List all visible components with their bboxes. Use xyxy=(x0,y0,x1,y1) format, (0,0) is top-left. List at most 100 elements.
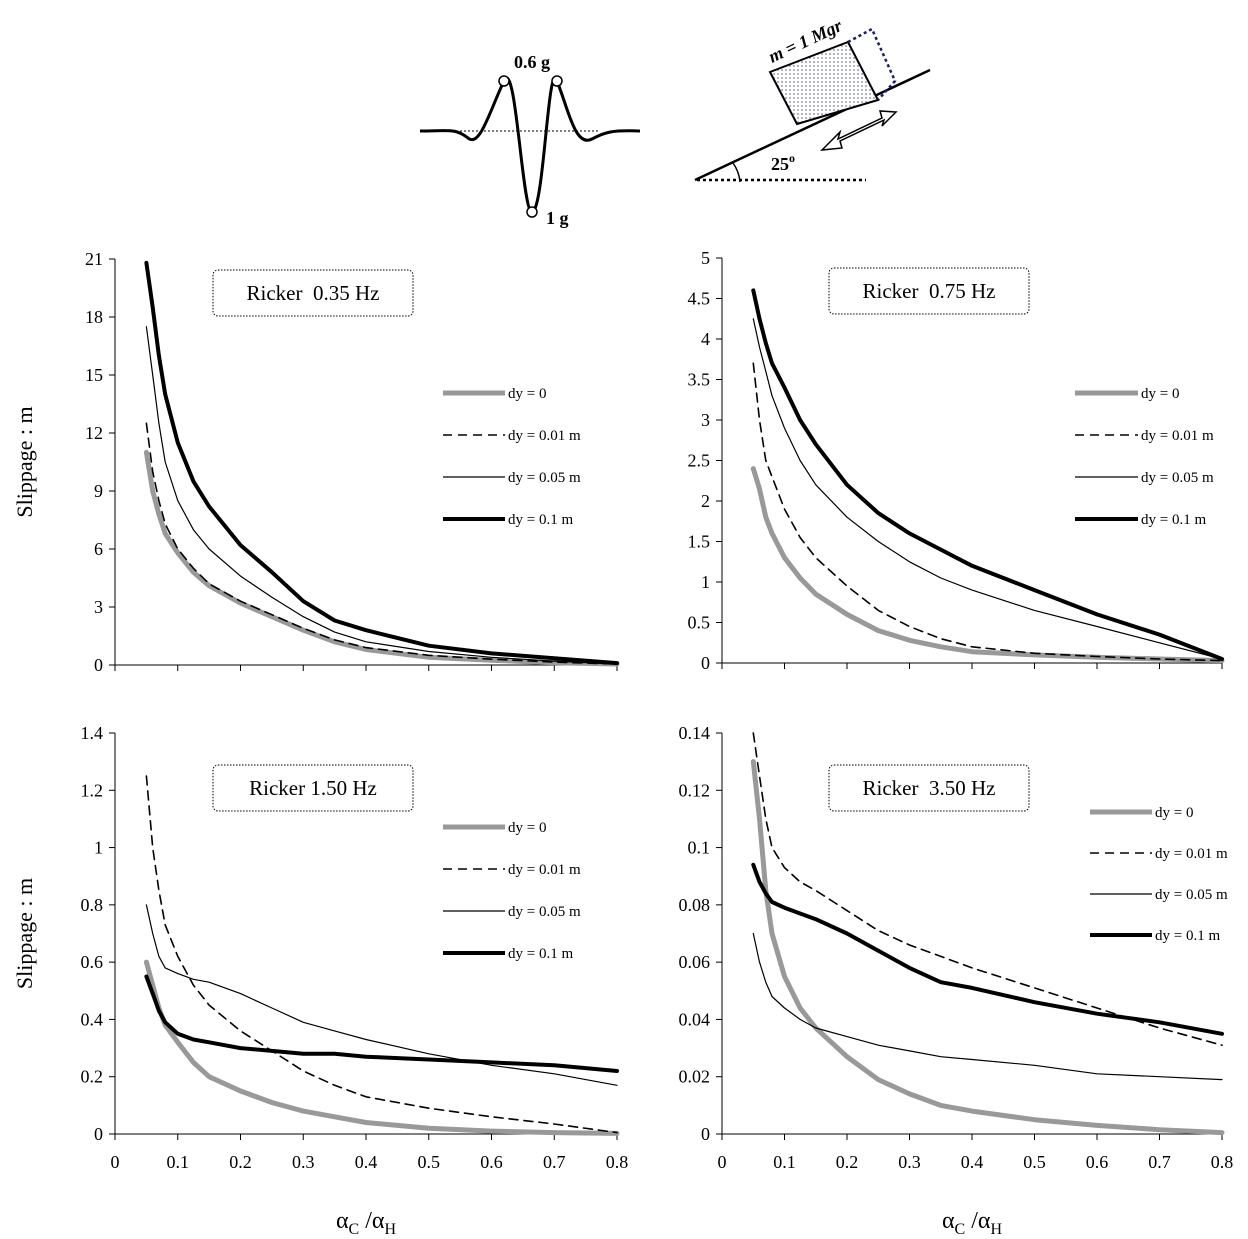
y-tick-label: 3 xyxy=(94,597,103,617)
legend-label: dy = 0.05 m xyxy=(508,470,581,486)
y-tick-label: 0 xyxy=(94,655,103,675)
x-axis-label-subscript: H xyxy=(384,1221,396,1238)
x-tick-label: 0.6 xyxy=(480,1152,503,1172)
x-axis-label-part: α xyxy=(942,1208,955,1234)
x-tick-label: 0.6 xyxy=(1086,1152,1109,1172)
x-tick-label: 0.5 xyxy=(418,1152,441,1172)
legend-label: dy = 0 xyxy=(1141,386,1179,402)
x-axis-label-part: /α xyxy=(965,1208,991,1234)
y-tick-label: 0.5 xyxy=(688,613,711,633)
legend-label: dy = 0.1 m xyxy=(1141,512,1206,528)
title-box xyxy=(212,764,414,812)
y-axis-label: Slippage : m xyxy=(12,406,37,517)
x-tick-label: 0 xyxy=(718,1152,727,1172)
x-axis-label-subscript: C xyxy=(955,1221,966,1238)
chart-title: Ricker 1.50 Hz xyxy=(249,776,377,800)
legend-label: dy = 0 xyxy=(508,386,546,402)
y-tick-label: 1 xyxy=(94,838,103,858)
y-tick-label: 3 xyxy=(701,410,710,430)
legend-label: dy = 0.01 m xyxy=(508,428,581,444)
x-tick-label: 0.3 xyxy=(898,1152,921,1172)
peak-label: 0.6 g xyxy=(514,52,550,72)
wavelet-diagram: 0.6 g 1 g xyxy=(419,52,641,228)
y-tick-label: 9 xyxy=(94,481,103,501)
legend-label: dy = 0.01 m xyxy=(1141,428,1214,444)
y-tick-label: 12 xyxy=(85,423,103,443)
legend-label: dy = 0.05 m xyxy=(508,904,581,920)
series-line xyxy=(752,932,1223,1081)
y-tick-label: 0.8 xyxy=(81,895,104,915)
chart-title: Ricker 3.50 Hz xyxy=(863,776,996,800)
y-tick-label: 0 xyxy=(94,1124,103,1144)
legend-label: dy = 0 xyxy=(1155,805,1193,821)
y-tick-label: 1.5 xyxy=(688,532,711,552)
x-tick-label: 0.5 xyxy=(1023,1152,1046,1172)
legend-label: dy = 0.1 m xyxy=(508,946,573,962)
series-line xyxy=(750,759,1225,1136)
x-axis-label: αC /αH xyxy=(942,1208,1003,1238)
y-tick-label: 0.12 xyxy=(679,780,711,800)
x-axis-label-part: α xyxy=(336,1208,349,1234)
series-line xyxy=(145,422,618,665)
y-tick-label: 0.6 xyxy=(81,952,104,972)
x-tick-label: 0.4 xyxy=(961,1152,984,1172)
y-tick-label: 0.04 xyxy=(679,1009,711,1029)
x-tick-label: 0.3 xyxy=(292,1152,315,1172)
x-tick-label: 0.1 xyxy=(773,1152,796,1172)
y-tick-label: 21 xyxy=(85,249,103,269)
y-tick-label: 1 xyxy=(701,572,710,592)
x-tick-label: 0.8 xyxy=(1211,1152,1234,1172)
y-tick-label: 0 xyxy=(701,653,710,673)
trough-label: 1 g xyxy=(546,208,569,228)
y-tick-label: 0.14 xyxy=(679,723,711,743)
y-tick-label: 3.5 xyxy=(688,370,711,390)
legend-label: dy = 0.05 m xyxy=(1141,470,1214,486)
angle-unit: o xyxy=(789,151,795,165)
title-box xyxy=(828,267,1030,315)
chart-title: Ricker 0.35 Hz xyxy=(247,281,380,305)
legend-label: dy = 0.1 m xyxy=(1155,928,1220,944)
y-tick-label: 0.08 xyxy=(679,895,711,915)
series-line xyxy=(752,362,1223,662)
angle-label: 25o xyxy=(771,151,795,174)
x-tick-label: 0.2 xyxy=(836,1152,859,1172)
x-tick-label: 0 xyxy=(111,1152,120,1172)
series-line xyxy=(752,318,1223,660)
y-tick-label: 5 xyxy=(701,248,710,268)
series-line xyxy=(145,775,618,1134)
y-tick-label: 4 xyxy=(701,329,710,349)
y-tick-label: 1.4 xyxy=(81,723,104,743)
x-tick-label: 0.1 xyxy=(167,1152,190,1172)
x-tick-label: 0.7 xyxy=(1148,1152,1171,1172)
series-line xyxy=(144,260,619,666)
y-tick-label: 15 xyxy=(85,365,103,385)
x-axis-label-subscript: H xyxy=(990,1221,1002,1238)
x-axis-label: αC /αH xyxy=(336,1208,397,1238)
title-box xyxy=(828,764,1030,812)
series-line xyxy=(144,974,619,1073)
y-tick-label: 0.02 xyxy=(679,1067,711,1087)
x-tick-label: 0.2 xyxy=(229,1152,252,1172)
series-line xyxy=(751,288,1224,661)
y-tick-label: 4.5 xyxy=(688,289,711,309)
angle-value: 25 xyxy=(771,154,789,174)
series-line xyxy=(143,959,620,1136)
x-tick-label: 0.4 xyxy=(355,1152,378,1172)
y-tick-label: 2 xyxy=(701,491,710,511)
chart-title: Ricker 0.75 Hz xyxy=(863,279,996,303)
legend-label: dy = 0 xyxy=(508,820,546,836)
y-tick-label: 2.5 xyxy=(688,451,711,471)
legend-label: dy = 0.05 m xyxy=(1155,887,1228,903)
series-line xyxy=(752,732,1223,1046)
y-tick-label: 18 xyxy=(85,307,103,327)
legend-label: dy = 0.1 m xyxy=(508,512,573,528)
legend-label: dy = 0.01 m xyxy=(1155,846,1228,862)
series-line xyxy=(145,326,618,665)
y-tick-label: 0.1 xyxy=(688,838,711,858)
series-line xyxy=(750,466,1225,664)
legend-label: dy = 0.01 m xyxy=(508,862,581,878)
x-axis-label-subscript: C xyxy=(349,1221,360,1238)
y-tick-label: 0.4 xyxy=(81,1009,104,1029)
x-axis-label-part: /α xyxy=(359,1208,385,1234)
